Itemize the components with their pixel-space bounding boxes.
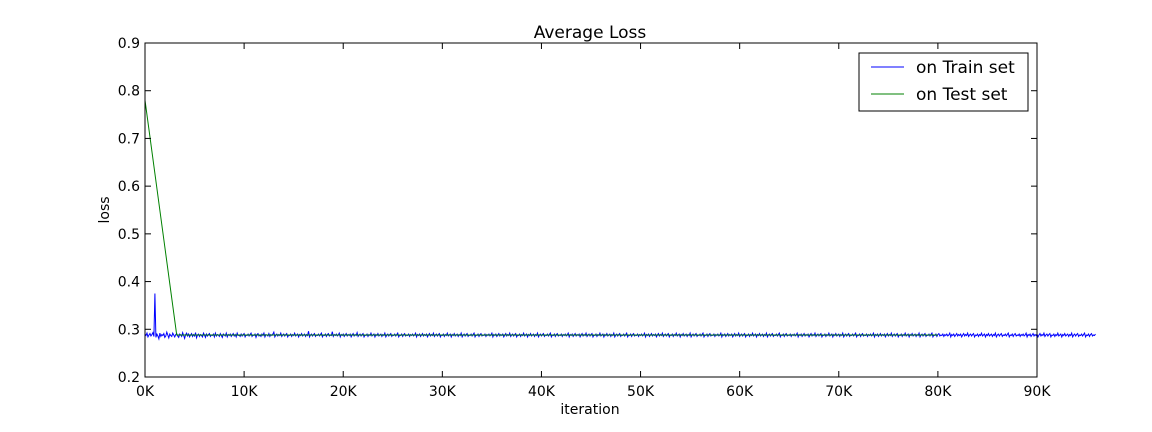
x-tick-label: 10K <box>231 384 259 400</box>
legend: on Train set on Test set <box>858 52 1029 112</box>
y-tick-label: 0.5 <box>118 227 140 243</box>
x-tick-label: 30K <box>429 384 457 400</box>
x-tick-label: 20K <box>330 384 358 400</box>
y-tick-label: 0.2 <box>118 370 140 386</box>
y-tick-label: 0.4 <box>118 275 140 291</box>
x-tick-label: 80K <box>924 384 952 400</box>
legend-box <box>858 52 1029 112</box>
y-axis-label: loss <box>97 196 113 223</box>
y-tick-label: 0.9 <box>118 36 140 52</box>
series-layer <box>144 100 1096 341</box>
chart-title: Average Loss <box>534 23 647 43</box>
legend-label: on Test set <box>916 85 1008 105</box>
y-tick-label: 0.3 <box>118 322 140 338</box>
x-tick-label: 60K <box>726 384 754 400</box>
x-tick-label: 40K <box>528 384 556 400</box>
y-tick-label: 0.8 <box>118 84 140 100</box>
legend-label: on Train set <box>916 58 1015 78</box>
series-line-test <box>144 100 938 336</box>
y-axis-ticks: 0.2 0.3 0.4 0.5 0.6 0.7 0.8 0.9 <box>118 36 1037 386</box>
x-tick-label: 50K <box>627 384 655 400</box>
x-tick-label: 70K <box>825 384 853 400</box>
y-tick-label: 0.7 <box>118 131 140 147</box>
plot-frame <box>144 42 1038 378</box>
x-tick-label: 0K <box>136 384 155 400</box>
y-tick-label: 0.6 <box>118 179 140 195</box>
x-axis-label: iteration <box>560 402 619 418</box>
x-axis-ticks: 0K 10K 20K 30K 40K 50K 60K 70K 80K 90K <box>136 43 1051 400</box>
x-tick-label: 90K <box>1024 384 1052 400</box>
